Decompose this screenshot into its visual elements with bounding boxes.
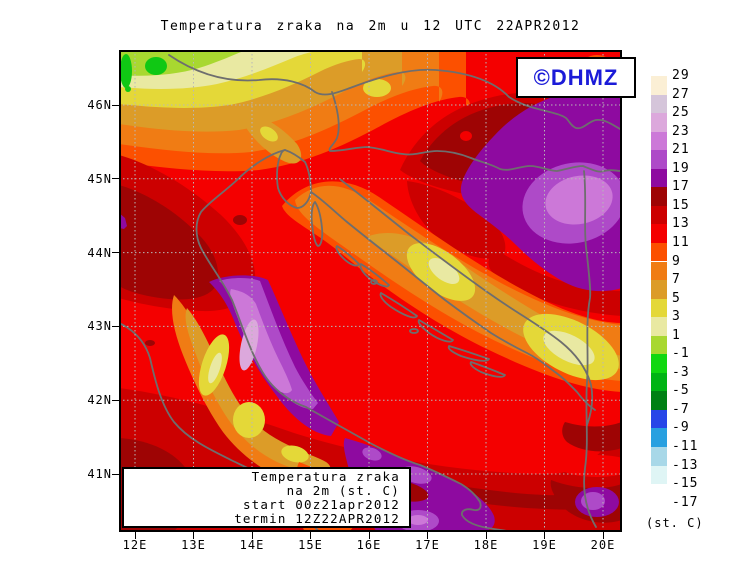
page-title: Temperatura zraka na 2m u 12 UTC 22APR20…: [160, 19, 581, 34]
legend-swatch: [651, 94, 667, 114]
lat-label: 43N: [87, 319, 112, 334]
dhmz-logo: ©DHMZ: [516, 57, 636, 98]
legend-swatch: [651, 131, 667, 151]
legend-label: -13: [672, 457, 699, 473]
lat-label: 44N: [87, 245, 112, 260]
legend-label: -7: [672, 401, 690, 417]
lon-label: 15E: [298, 538, 323, 552]
lon-tick: [485, 532, 487, 539]
legend: 29 27 25 23 21 19 17 15 13 11 9 7 5 3 1 -1 -3 -5 -7 -9 -11 -1…: [651, 69, 740, 526]
legend-swatch: [651, 335, 667, 355]
legend-swatch: [651, 150, 667, 169]
lat-tick: [112, 104, 119, 106]
legend-label: 9: [672, 253, 681, 269]
map-frame: [119, 50, 622, 532]
legend-swatch: [651, 354, 667, 373]
legend-label: -15: [672, 476, 699, 492]
lat-tick: [112, 399, 119, 401]
lat-tick: [112, 178, 119, 180]
lat-label: 45N: [87, 171, 112, 186]
legend-label: 1: [672, 327, 681, 343]
lat-label: 41N: [87, 467, 112, 481]
legend-label: 17: [672, 179, 690, 195]
legend-swatch: [651, 261, 667, 281]
lat-label: 46N: [87, 98, 112, 112]
graticule: [119, 50, 622, 532]
legend-label: 29: [672, 68, 690, 83]
legend-swatch: [651, 224, 667, 243]
lat-tick: [112, 325, 119, 327]
map-canvas: [119, 50, 622, 532]
legend-label: -1: [672, 346, 690, 362]
lon-tick: [602, 532, 604, 539]
info-line: Temperatura zraka: [251, 468, 400, 484]
legend-label: -3: [672, 364, 690, 380]
legend-label: 19: [672, 160, 690, 176]
info-box: Temperatura zraka na 2m (st. C) start 00z2…: [122, 467, 411, 528]
legend-label: 3: [672, 309, 681, 325]
legend-label: -9: [672, 420, 690, 436]
lon-label: 19E: [532, 538, 557, 552]
legend-label: 13: [672, 216, 690, 232]
lon-label: 18E: [473, 538, 499, 552]
legend-swatch: [651, 447, 667, 466]
lon-tick: [193, 532, 194, 539]
lon-label: 20E: [590, 538, 616, 552]
lon-tick: [427, 532, 428, 539]
legend-label: 11: [672, 234, 690, 250]
lon-tick: [310, 532, 311, 539]
legend-swatch: [651, 168, 667, 188]
legend-label: 25: [672, 105, 690, 121]
info-line: termin 12Z22APR2012: [234, 510, 400, 526]
info-line: start 00z21apr2012: [242, 496, 400, 512]
legend-label: 27: [672, 86, 690, 102]
legend-label: 15: [672, 197, 690, 213]
legend-unit-label: (st. C): [646, 516, 704, 530]
legend-swatch: [651, 372, 667, 392]
lon-tick: [544, 532, 545, 539]
temperature-field: [119, 50, 622, 532]
legend-swatch: [651, 242, 667, 262]
lon-label: 17E: [415, 538, 440, 552]
legend-label: -11: [672, 439, 699, 454]
lat-label: 42N: [87, 393, 112, 408]
lon-tick: [134, 532, 136, 539]
lat-tick: [112, 473, 119, 475]
legend-swatch: [651, 317, 667, 336]
legend-label: 5: [672, 290, 681, 306]
legend-label: 23: [672, 123, 690, 139]
legend-swatch: [651, 391, 667, 410]
dhmz-logo-text: ©DHMZ: [533, 64, 619, 90]
info-line: na 2m (st. C): [286, 482, 400, 498]
legend-swatch: [651, 113, 667, 132]
lat-tick: [112, 252, 119, 254]
legend-swatch: [651, 298, 667, 318]
lon-label: 16E: [356, 538, 382, 552]
lon-tick: [368, 532, 370, 539]
lon-label: 13E: [181, 538, 206, 552]
legend-swatch: [651, 205, 667, 225]
legend-swatch: [651, 280, 667, 299]
legend-label: -17: [672, 494, 699, 510]
lon-label: 12E: [122, 538, 148, 552]
lon-label: 14E: [239, 538, 265, 552]
coastlines-and-borders: [119, 54, 622, 532]
legend-swatch: [651, 187, 667, 206]
legend-label: 21: [672, 142, 690, 158]
legend-swatch: [651, 76, 667, 95]
legend-label: -5: [672, 383, 690, 399]
lon-tick: [251, 532, 253, 539]
legend-swatch: [651, 409, 667, 429]
legend-swatch: [651, 465, 667, 485]
legend-label: 7: [672, 272, 681, 288]
legend-swatch: [651, 428, 667, 447]
